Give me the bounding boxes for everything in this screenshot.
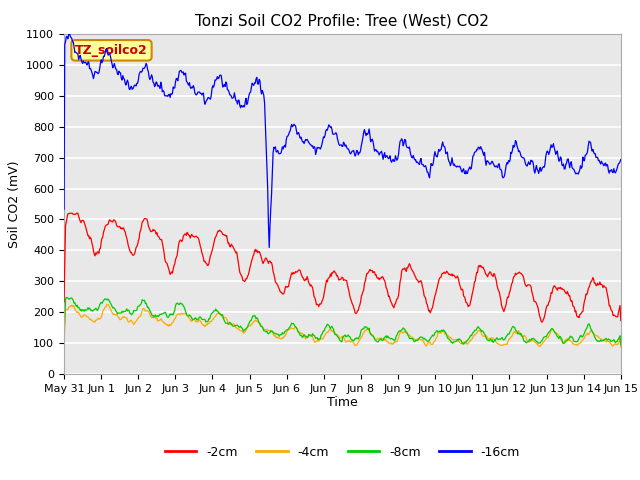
X-axis label: Time: Time	[327, 396, 358, 408]
Legend: -2cm, -4cm, -8cm, -16cm: -2cm, -4cm, -8cm, -16cm	[160, 441, 525, 464]
Text: TZ_soilco2: TZ_soilco2	[75, 44, 148, 57]
Y-axis label: Soil CO2 (mV): Soil CO2 (mV)	[8, 160, 20, 248]
Title: Tonzi Soil CO2 Profile: Tree (West) CO2: Tonzi Soil CO2 Profile: Tree (West) CO2	[195, 13, 490, 28]
